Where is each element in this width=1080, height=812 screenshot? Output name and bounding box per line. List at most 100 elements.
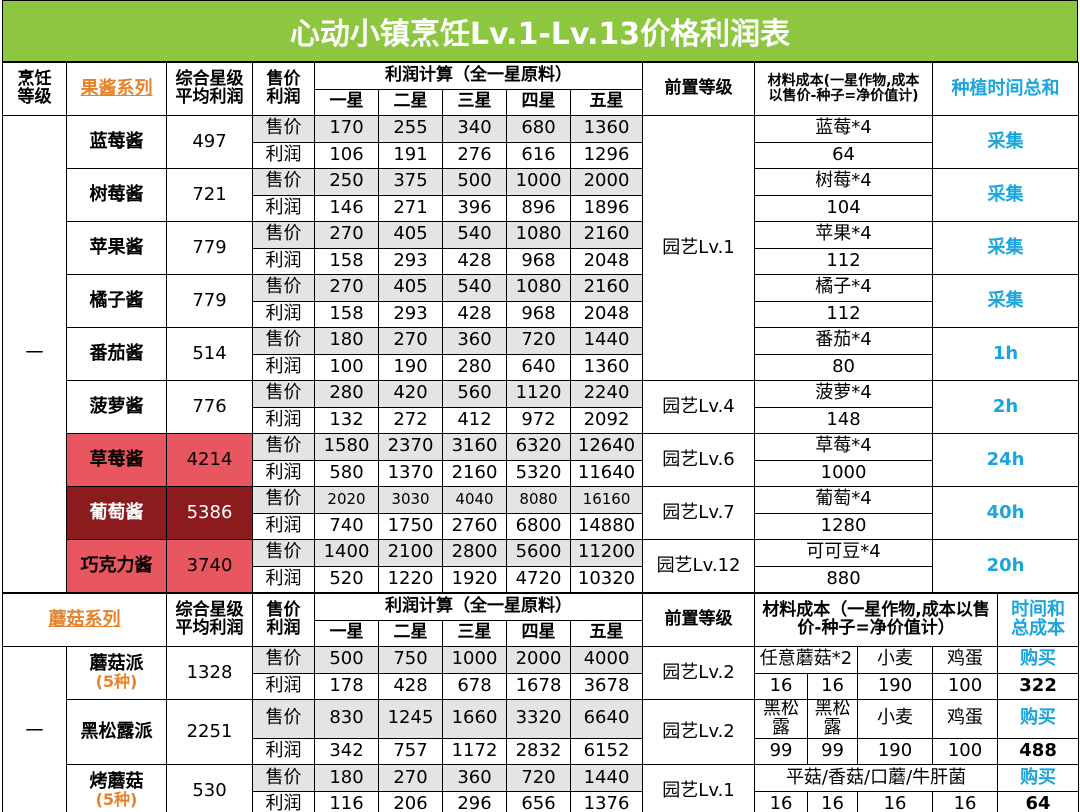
row: 利润 106 191 276 616 1296 64 bbox=[3, 141, 1079, 169]
profit: 3678 bbox=[569, 672, 644, 700]
profit-label: 利润 bbox=[252, 459, 315, 487]
price: 405 bbox=[378, 221, 443, 249]
profit: 2760 bbox=[442, 512, 507, 540]
profit: 520 bbox=[314, 565, 379, 593]
price-label: 售价 bbox=[252, 699, 315, 739]
price: 8080 bbox=[506, 486, 571, 514]
profit: 580 bbox=[314, 459, 379, 487]
price: 250 bbox=[314, 168, 379, 196]
material-cost: 99 bbox=[807, 737, 859, 766]
header-avg: 综合星级 平均利润 bbox=[166, 62, 253, 116]
profit: 2092 bbox=[569, 406, 644, 434]
profit: 14880 bbox=[569, 512, 644, 540]
profit-label: 利润 bbox=[252, 353, 315, 381]
material-cost: 99 bbox=[754, 737, 809, 766]
price: 280 bbox=[314, 380, 379, 408]
price: 720 bbox=[506, 764, 571, 792]
prereq: 园艺Lv.7 bbox=[642, 486, 756, 540]
profit: 1220 bbox=[378, 565, 443, 593]
name-text: 烤蘑菇 bbox=[89, 771, 144, 793]
price: 405 bbox=[378, 274, 443, 302]
avg: 497 bbox=[166, 115, 253, 169]
header-price-profit: 售价 利润 bbox=[252, 593, 315, 647]
profit: 100 bbox=[314, 353, 379, 381]
mushroom-table: 蘑菇系列 综合星级 平均利润 售价 利润 利润计算（全一星原料） 前置等级 材料成本（一星… bbox=[2, 593, 1080, 812]
price-label: 售价 bbox=[252, 327, 315, 355]
profit: 158 bbox=[314, 247, 379, 275]
price: 680 bbox=[506, 115, 571, 143]
time: 采集 bbox=[932, 274, 1080, 328]
price: 2020 bbox=[314, 486, 379, 514]
material: 草莓*4 bbox=[754, 433, 934, 461]
jam-table: 烹饪 等级 果酱系列 综合星级 平均利润 售价 利润 利润计算（全一星原料） 前置等级 材料… bbox=[2, 62, 1080, 593]
price: 1120 bbox=[506, 380, 571, 408]
row: 一蘑菇派 (5种) 1328 售价 500 750 1000 2000 4000 园艺Lv.2 任意… bbox=[2, 645, 1080, 812]
price: 540 bbox=[442, 274, 507, 302]
price: 1400 bbox=[314, 539, 379, 567]
profit: 2832 bbox=[506, 737, 571, 766]
price: 2240 bbox=[569, 380, 644, 408]
material: 平菇/香菇/口蘑/牛肝菌 bbox=[754, 764, 999, 792]
price: 270 bbox=[314, 221, 379, 249]
row: 菠萝酱 776 售价 280 420 560 1120 2240 园艺Lv.4 菠萝*4 2h bbox=[3, 380, 1080, 434]
profit: 271 bbox=[378, 194, 443, 222]
material-cost: 16 bbox=[754, 790, 809, 812]
material-cost: 880 bbox=[754, 565, 934, 593]
profit: 272 bbox=[378, 406, 443, 434]
price: 540 bbox=[442, 221, 507, 249]
material-cost: 64 bbox=[754, 141, 934, 169]
header-prereq: 前置等级 bbox=[642, 62, 756, 116]
name-sub: (5种) bbox=[95, 790, 138, 810]
profit: 146 bbox=[314, 194, 379, 222]
profit: 178 bbox=[314, 672, 379, 700]
row: 利润 158 293 428 968 2048 112 bbox=[3, 300, 1079, 328]
row: 利润 178 428 678 1678 3678 16 16 190 100 322 bbox=[3, 672, 1080, 700]
avg: 779 bbox=[166, 274, 253, 328]
time: 采集 bbox=[932, 115, 1080, 169]
material: 鸡蛋 bbox=[932, 646, 999, 674]
profit-label: 利润 bbox=[252, 672, 315, 700]
profit-label: 利润 bbox=[252, 247, 315, 275]
price: 830 bbox=[314, 699, 379, 739]
price: 180 bbox=[314, 327, 379, 355]
time: 24h bbox=[932, 433, 1080, 487]
price-label: 售价 bbox=[252, 115, 315, 143]
prereq: 园艺Lv.12 bbox=[642, 539, 756, 593]
price: 16160 bbox=[569, 486, 644, 514]
profit: 1750 bbox=[378, 512, 443, 540]
time: 2h bbox=[932, 380, 1080, 434]
header-star: 二星 bbox=[378, 619, 443, 647]
material: 菠萝*4 bbox=[754, 380, 934, 408]
price: 1660 bbox=[442, 699, 507, 739]
material: 苹果*4 bbox=[754, 221, 934, 249]
material-cost: 100 bbox=[932, 672, 999, 700]
profit: 972 bbox=[506, 406, 571, 434]
profit-label: 利润 bbox=[252, 300, 315, 328]
material: 黑松露 bbox=[754, 699, 809, 739]
material-cost: 16 bbox=[857, 790, 934, 812]
profit: 896 bbox=[506, 194, 571, 222]
price: 6320 bbox=[506, 433, 571, 461]
material: 黑松露 bbox=[807, 699, 859, 739]
material: 小麦 bbox=[857, 699, 934, 739]
name: 蓝莓酱 bbox=[66, 115, 167, 169]
name: 番茄酱 bbox=[66, 327, 167, 381]
header-level: 烹饪 等级 bbox=[2, 62, 67, 116]
time: 购买 bbox=[997, 764, 1080, 792]
price: 1000 bbox=[506, 168, 571, 196]
material: 葡萄*4 bbox=[754, 486, 934, 514]
row: 橘子酱 779 售价 270 405 540 1080 2160 橘子*4 采集 bbox=[3, 274, 1080, 328]
profit: 1370 bbox=[378, 459, 443, 487]
profit: 276 bbox=[442, 141, 507, 169]
row: 一蓝莓酱 497 售价 170 255 340 680 1360 园艺Lv.1 蓝莓*4 采集 bbox=[2, 115, 1080, 593]
price-label: 售价 bbox=[252, 168, 315, 196]
row: 番茄酱 514 售价 180 270 360 720 1440 番茄*4 1h bbox=[3, 327, 1080, 381]
name: 橘子酱 bbox=[66, 274, 167, 328]
material-cost: 1000 bbox=[754, 459, 934, 487]
prereq: 园艺Lv.2 bbox=[642, 646, 756, 700]
level: 一 bbox=[2, 645, 67, 812]
row: 巧克力酱 3740 售价 1400 2100 2800 5600 11200 园艺Lv.12 可可… bbox=[3, 539, 1080, 593]
profit: 640 bbox=[506, 353, 571, 381]
avg: 779 bbox=[166, 221, 253, 275]
profit: 116 bbox=[314, 790, 379, 812]
